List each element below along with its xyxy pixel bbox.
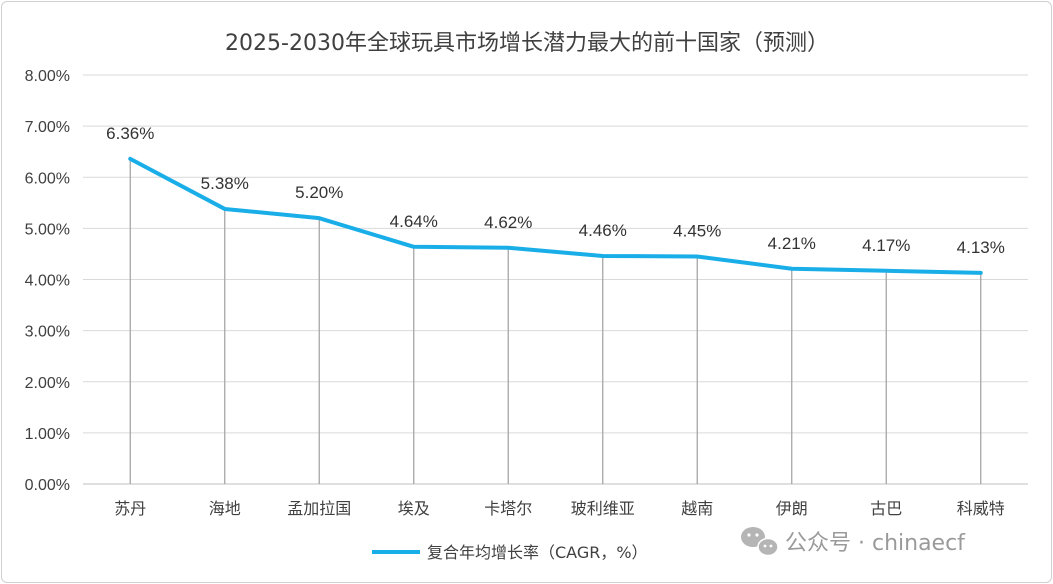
data-label: 4.64% bbox=[390, 212, 438, 231]
x-tick-label: 科威特 bbox=[957, 499, 1005, 518]
y-tick-label: 2.00% bbox=[25, 375, 70, 392]
x-tick-label: 埃及 bbox=[398, 499, 430, 518]
x-tick-label: 伊朗 bbox=[776, 499, 808, 518]
x-tick-label: 古巴 bbox=[870, 499, 902, 518]
x-tick-label: 孟加拉国 bbox=[287, 499, 351, 518]
data-label: 4.45% bbox=[673, 221, 721, 240]
y-tick-label: 5.00% bbox=[25, 221, 70, 238]
data-label: 6.36% bbox=[106, 124, 154, 143]
data-label: 4.46% bbox=[579, 221, 627, 240]
y-tick-label: 4.00% bbox=[25, 273, 70, 290]
watermark-text: 公众号 · chinaecf bbox=[785, 531, 966, 556]
x-tick-label: 玻利维亚 bbox=[571, 499, 635, 518]
data-labels: 6.36% 5.38% 5.20% 4.64% 4.62% 4.46% 4.45% 4.21%… bbox=[106, 124, 1005, 257]
x-tick-label: 越南 bbox=[681, 499, 713, 518]
legend: 复合年均增长率（CAGR，%） bbox=[372, 543, 648, 562]
y-tick-label: 8.00% bbox=[25, 68, 70, 85]
wechat-icon bbox=[741, 527, 779, 557]
y-tick-label: 3.00% bbox=[25, 324, 70, 341]
y-tick-label: 7.00% bbox=[25, 119, 70, 136]
data-label: 5.38% bbox=[201, 174, 249, 193]
series-layer bbox=[128, 156, 983, 275]
data-label: 4.62% bbox=[484, 213, 532, 232]
data-label: 5.20% bbox=[295, 183, 343, 202]
x-tick-label: 卡塔尔 bbox=[484, 499, 532, 518]
y-tick-label: 1.00% bbox=[25, 426, 70, 443]
gridlines bbox=[83, 74, 1028, 485]
data-label: 4.17% bbox=[862, 236, 910, 255]
drop-lines bbox=[129, 158, 982, 484]
y-tick-label: 6.00% bbox=[25, 170, 70, 187]
x-axis-tick-labels: 苏丹 海地 孟加拉国 埃及 卡塔尔 玻利维亚 越南 伊朗 古巴 科威特 bbox=[114, 499, 1005, 518]
y-axis-tick-labels: 0.00% 1.00% 2.00% 3.00% 4.00% 5.00% 6.00% 7.00%… bbox=[25, 68, 70, 494]
chart-title: 2025-2030年全球玩具市场增长潜力最大的前十国家（预测） bbox=[225, 31, 829, 56]
data-label: 4.13% bbox=[957, 238, 1005, 257]
series-line bbox=[128, 156, 983, 275]
data-label: 4.21% bbox=[768, 234, 816, 253]
legend-entry: 复合年均增长率（CAGR，%） bbox=[427, 543, 648, 562]
x-tick-label: 海地 bbox=[209, 499, 241, 518]
y-tick-label: 0.00% bbox=[25, 477, 70, 494]
x-tick-label: 苏丹 bbox=[114, 499, 146, 518]
watermark: 公众号 · chinaecf bbox=[741, 527, 966, 557]
